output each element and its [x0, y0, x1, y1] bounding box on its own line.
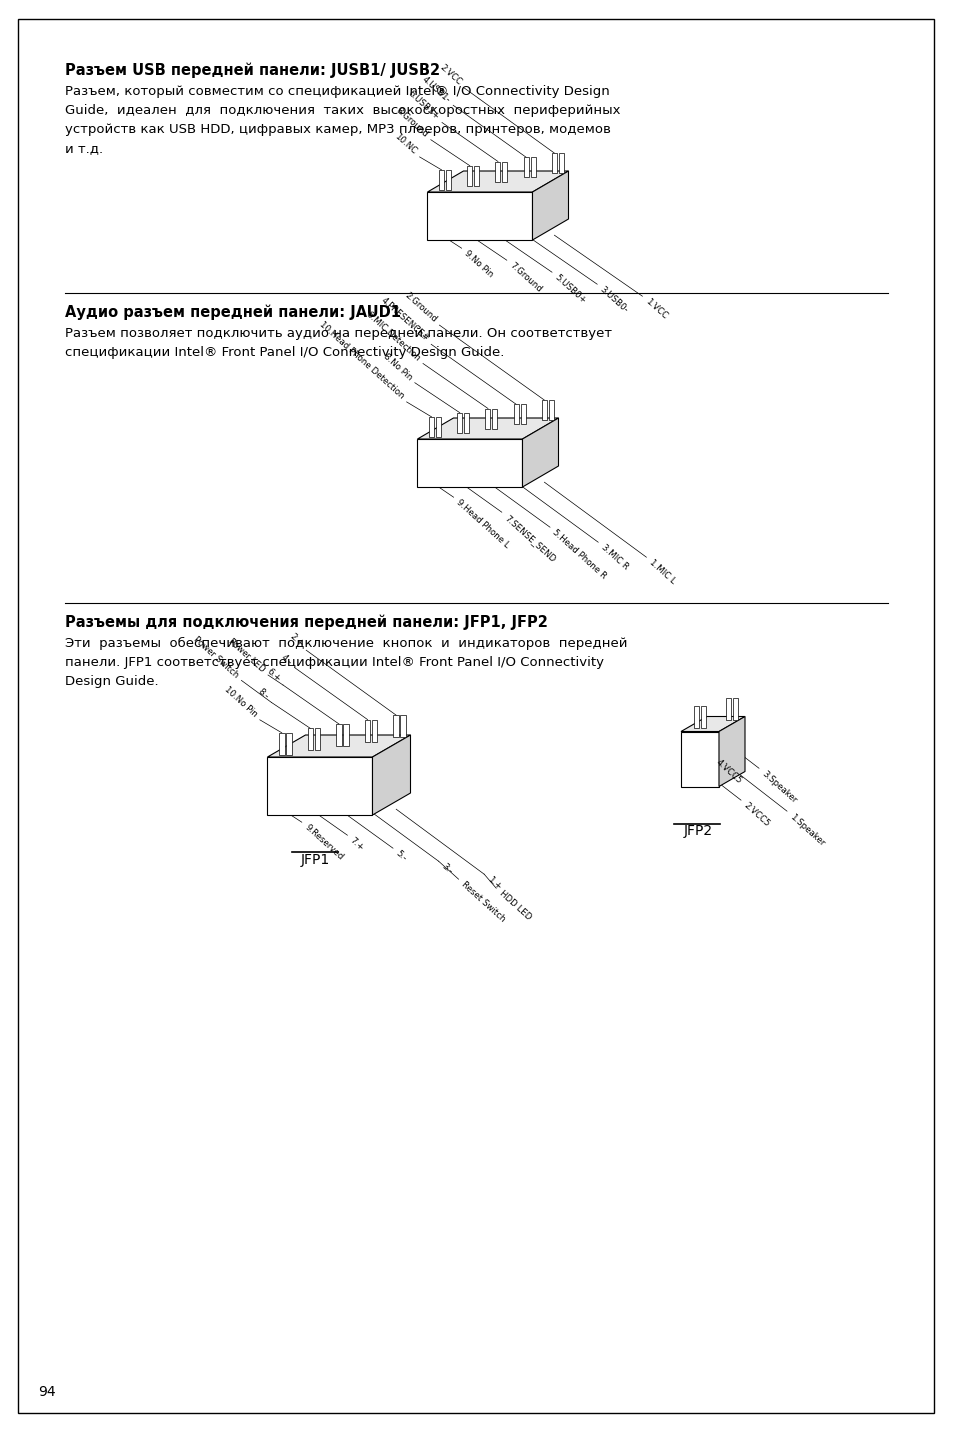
Text: 7.Ground: 7.Ground — [507, 262, 543, 295]
Text: 3.USB0-: 3.USB0- — [598, 285, 629, 315]
Bar — [429, 416, 434, 436]
Bar — [530, 157, 536, 177]
Bar — [520, 405, 525, 425]
Bar — [541, 401, 546, 421]
Polygon shape — [680, 717, 744, 731]
Bar — [279, 733, 284, 754]
Text: Разъем, который совместим со спецификацией Intel® I/O Connectivity Design: Разъем, который совместим со спецификаци… — [65, 84, 609, 97]
Text: 10.No Pin: 10.No Pin — [222, 685, 258, 718]
Text: Power Switch: Power Switch — [192, 634, 240, 680]
Text: 7.+: 7.+ — [348, 836, 365, 853]
Text: Разъем USB передней панели: JUSB1/ JUSB2: Разъем USB передней панели: JUSB1/ JUSB2 — [65, 63, 439, 79]
Polygon shape — [417, 439, 522, 487]
Bar — [343, 724, 349, 746]
Text: 10.Head Phone Detection: 10.Head Phone Detection — [317, 321, 405, 401]
Text: 8.-: 8.- — [255, 687, 270, 701]
Text: 1.+: 1.+ — [485, 876, 502, 892]
Text: 5.Head Phone R: 5.Head Phone R — [551, 528, 608, 581]
Bar — [456, 412, 462, 432]
Polygon shape — [719, 717, 744, 787]
Bar — [548, 401, 554, 421]
Text: 9.Reserved: 9.Reserved — [302, 823, 344, 863]
Bar — [523, 157, 528, 177]
Bar — [314, 728, 320, 750]
Polygon shape — [267, 757, 372, 816]
Text: 4.-: 4.- — [279, 653, 294, 667]
Bar — [502, 162, 507, 182]
Bar — [464, 412, 469, 432]
Text: JFP2: JFP2 — [682, 824, 712, 839]
Text: 9.Head Phone L: 9.Head Phone L — [455, 498, 511, 550]
Text: 6.MIC Detection: 6.MIC Detection — [364, 309, 421, 362]
Text: 9.No Pin: 9.No Pin — [462, 249, 495, 279]
Polygon shape — [267, 736, 410, 757]
Bar — [495, 162, 500, 182]
Bar — [474, 166, 478, 186]
Polygon shape — [427, 192, 532, 240]
Bar — [513, 405, 518, 425]
Text: 1.MIC L: 1.MIC L — [647, 558, 677, 587]
Text: 2.VCC: 2.VCC — [437, 63, 463, 87]
Bar — [393, 716, 398, 737]
Text: Разъем позволяет подключить аудио на передней панели. Он соответствует: Разъем позволяет подключить аудио на пер… — [65, 328, 612, 341]
Bar — [552, 153, 557, 173]
Text: 4.USB1-: 4.USB1- — [420, 74, 452, 104]
Text: 4.VCC5: 4.VCC5 — [713, 758, 742, 786]
Text: 2.VCC5: 2.VCC5 — [741, 801, 771, 829]
Text: 8.No Pin: 8.No Pin — [381, 352, 414, 382]
Text: спецификации Intel® Front Panel I/O Connectivity Design Guide.: спецификации Intel® Front Panel I/O Conn… — [65, 346, 504, 359]
Polygon shape — [427, 170, 568, 192]
Polygon shape — [532, 170, 568, 240]
Text: и т.д.: и т.д. — [65, 142, 103, 155]
Text: 1.VCC: 1.VCC — [642, 298, 668, 322]
Bar — [446, 170, 451, 190]
Polygon shape — [522, 418, 558, 487]
Bar — [467, 166, 472, 186]
Bar — [335, 724, 341, 746]
Text: Design Guide.: Design Guide. — [65, 675, 158, 688]
Bar — [485, 408, 490, 428]
Text: Power LED: Power LED — [227, 637, 267, 674]
Text: 1.Speaker: 1.Speaker — [787, 813, 825, 847]
Text: устройств как USB HDD, цифравых камер, MP3 плееров, принтеров, модемов: устройств как USB HDD, цифравых камер, M… — [65, 123, 610, 136]
Text: 4.PRESENCE#: 4.PRESENCE# — [378, 296, 430, 343]
Bar — [436, 416, 440, 436]
Text: 8.Ground: 8.Ground — [394, 106, 430, 139]
Polygon shape — [680, 731, 719, 787]
Text: HDD LED: HDD LED — [497, 889, 532, 922]
Text: 3.MIC R: 3.MIC R — [598, 544, 629, 572]
Bar — [307, 728, 313, 750]
Text: 7.SENSE_SEND: 7.SENSE_SEND — [502, 514, 557, 564]
Text: 5.-: 5.- — [394, 849, 408, 863]
Text: 3.Speaker: 3.Speaker — [760, 770, 798, 806]
Text: 3.-: 3.- — [439, 863, 454, 876]
Polygon shape — [372, 736, 410, 816]
Text: 6.+: 6.+ — [264, 667, 282, 684]
Text: 94: 94 — [38, 1385, 55, 1400]
Text: панели. JFP1 соответствует спецификации Intel® Front Panel I/O Connectivity: панели. JFP1 соответствует спецификации … — [65, 655, 603, 670]
Text: JFP1: JFP1 — [300, 853, 330, 867]
Bar — [438, 170, 444, 190]
Text: Разъемы для подключения передней панели: JFP1, JFP2: Разъемы для подключения передней панели:… — [65, 615, 547, 631]
Text: 10.NC: 10.NC — [393, 132, 418, 156]
Text: Аудио разъем передней панели: JAUD1: Аудио разъем передней панели: JAUD1 — [65, 305, 400, 321]
Text: 2.Ground: 2.Ground — [402, 290, 438, 323]
Bar — [726, 698, 731, 720]
Text: Guide,  идеален  для  подключения  таких  высокоскоростных  периферийных: Guide, идеален для подключения таких выс… — [65, 104, 619, 117]
Bar — [372, 720, 377, 741]
Bar — [700, 705, 706, 728]
Text: 6.USB1+: 6.USB1+ — [406, 89, 440, 122]
Bar — [733, 698, 738, 720]
Bar — [286, 733, 292, 754]
Bar — [694, 705, 699, 728]
Text: Reset Switch: Reset Switch — [459, 880, 506, 924]
Bar — [558, 153, 563, 173]
Text: 2.+: 2.+ — [288, 633, 305, 650]
Bar — [364, 720, 370, 741]
Text: Эти  разъемы  обеспечивают  подключение  кнопок  и  индикаторов  передней: Эти разъемы обеспечивают подключение кно… — [65, 637, 627, 650]
Bar — [492, 408, 497, 428]
Polygon shape — [417, 418, 558, 439]
Bar — [400, 716, 406, 737]
Text: 5.USB0+: 5.USB0+ — [553, 273, 587, 306]
